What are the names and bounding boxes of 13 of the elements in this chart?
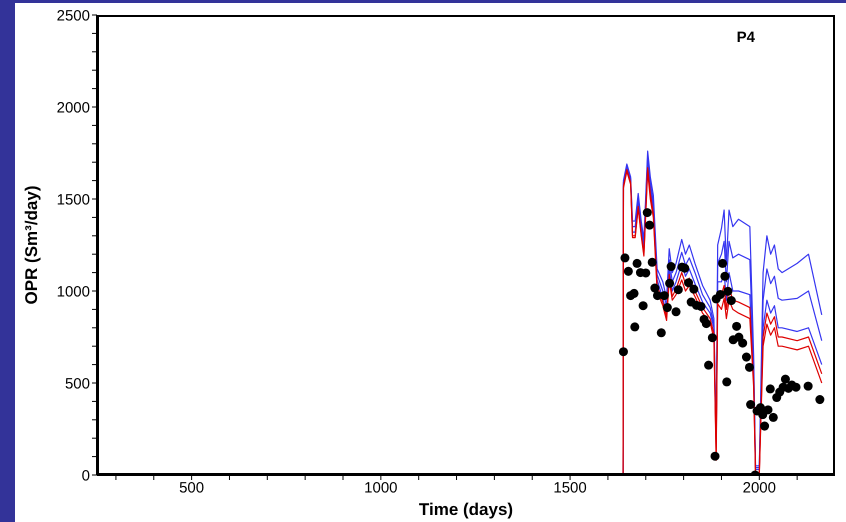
- x-tick-label: 1500: [553, 480, 587, 497]
- x-tick-label: 500: [179, 480, 204, 497]
- y-tick-label: 0: [82, 467, 90, 484]
- x-axis-title: Time (days): [418, 500, 514, 519]
- y-tick-label: 2000: [56, 99, 90, 116]
- x-tick-label: 1000: [364, 480, 398, 497]
- x-tick-label: 2000: [742, 480, 776, 497]
- y-tick-label: 1000: [56, 283, 90, 300]
- y-tick-label: 500: [64, 375, 90, 392]
- y-tick-label: 1500: [56, 191, 90, 208]
- y-tick-label: 2500: [56, 7, 90, 24]
- annotation: P4: [736, 29, 755, 46]
- y-axis-title: OPR (Sm³/day): [22, 185, 42, 305]
